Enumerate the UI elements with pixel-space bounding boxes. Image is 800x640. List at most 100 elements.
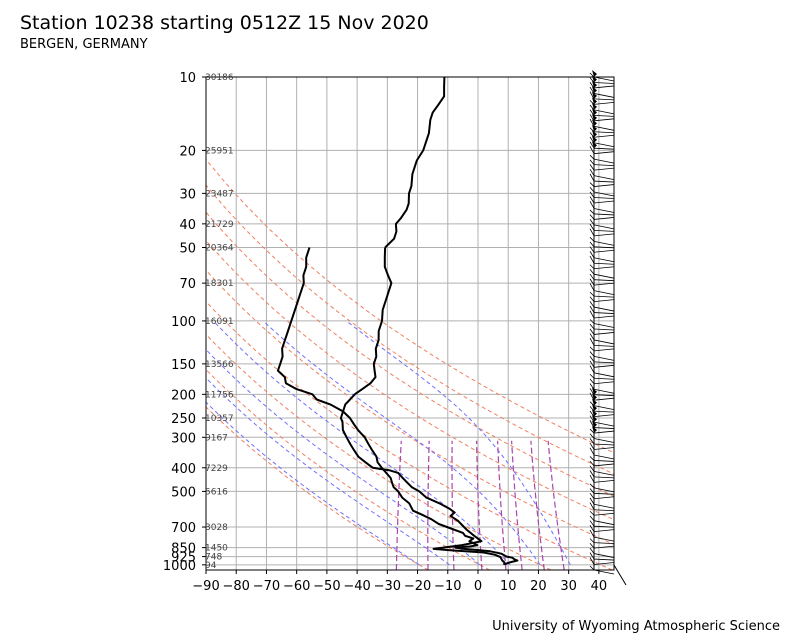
wind-barb xyxy=(593,257,615,263)
wind-barb-feather xyxy=(589,488,595,494)
wind-barb-feather xyxy=(589,492,595,500)
wind-barb xyxy=(593,542,615,545)
wind-barb xyxy=(593,158,615,164)
wind-barb-feather xyxy=(589,251,595,258)
wind-barb-feather xyxy=(589,447,595,456)
wind-barb-feather xyxy=(589,525,595,532)
wind-barb-tail xyxy=(613,564,627,586)
wind-barb-feather xyxy=(589,104,595,111)
wind-barb-feather xyxy=(589,173,595,182)
wind-barb xyxy=(593,295,615,298)
wind-barb xyxy=(593,562,615,565)
dry-adiabat xyxy=(206,184,614,475)
wind-barb xyxy=(593,355,615,361)
wind-barb-feather xyxy=(589,91,595,100)
wind-barb xyxy=(593,372,615,378)
height-label: 30186 xyxy=(205,73,234,83)
wind-barb-feather xyxy=(589,186,595,193)
moist-adiabat xyxy=(346,320,571,566)
wind-barb-flag xyxy=(592,404,597,412)
wind-barb-feather xyxy=(589,483,595,489)
wind-barb xyxy=(593,512,615,516)
wind-barb-feather xyxy=(589,552,595,560)
wind-barb xyxy=(593,200,615,204)
x-tick-label: 0 xyxy=(474,579,482,594)
wind-barb-feather xyxy=(589,196,595,204)
wind-barb-feather xyxy=(589,191,595,198)
wind-barb xyxy=(593,463,615,467)
y-tick-label: 40 xyxy=(179,218,196,233)
wind-barb-feather xyxy=(589,465,595,472)
wind-barb xyxy=(593,151,615,155)
wind-barb xyxy=(593,545,615,549)
wind-barb xyxy=(593,447,615,450)
wind-barb xyxy=(593,323,615,328)
wind-barb xyxy=(593,509,615,512)
y-tick-label: 20 xyxy=(179,144,196,159)
wind-barb-feather xyxy=(589,154,595,160)
wind-barb-feather xyxy=(589,378,595,385)
wind-barb-feather xyxy=(589,283,595,291)
wind-barb-flag xyxy=(592,97,597,105)
wind-barb xyxy=(593,364,615,368)
height-label: 5616 xyxy=(205,487,228,497)
dry-adiabat xyxy=(206,300,613,570)
y-tick-label: 30 xyxy=(179,187,196,202)
wind-barb-flag xyxy=(592,108,597,116)
wind-barb-feather xyxy=(589,338,595,346)
wind-barb xyxy=(593,377,615,380)
x-tick-label: −60 xyxy=(283,579,310,594)
wind-barb-feather xyxy=(589,474,595,483)
wind-barb xyxy=(593,217,615,220)
x-tick-label: 10 xyxy=(500,579,517,594)
wind-barb-feather xyxy=(589,159,595,165)
wind-barb-feather xyxy=(589,543,595,549)
wind-barb xyxy=(593,101,615,105)
y-tick-label: 300 xyxy=(171,431,196,446)
height-label: 25951 xyxy=(205,146,234,156)
wind-barb-flag xyxy=(592,70,597,77)
wind-barb-feather xyxy=(589,305,595,313)
wind-barb-feather xyxy=(589,520,595,527)
wind-barb-feather xyxy=(589,109,595,116)
wind-barb xyxy=(593,240,615,246)
y-tick-label: 400 xyxy=(171,462,196,477)
height-label: 13566 xyxy=(205,360,234,370)
dry-adiabat xyxy=(206,239,614,521)
wind-barb-flag xyxy=(592,113,597,121)
wind-barb xyxy=(593,142,615,148)
moist-adiabat xyxy=(206,401,420,566)
wind-barb-feather xyxy=(589,301,595,308)
wind-barb xyxy=(593,558,615,561)
wind-barb-feather xyxy=(589,114,595,122)
wind-barb xyxy=(593,191,615,197)
wind-barb xyxy=(593,262,615,265)
wind-barb-flag xyxy=(592,80,597,88)
wind-barb xyxy=(593,233,615,237)
mixing-ratio-line xyxy=(476,440,483,570)
wind-barb-feather xyxy=(589,72,595,78)
wind-barb xyxy=(593,164,615,167)
wind-barb xyxy=(593,266,615,270)
wind-barb-flag xyxy=(592,409,597,417)
wind-barb-flag xyxy=(592,91,597,99)
wind-barb-feather xyxy=(589,118,595,127)
x-tick-label: −90 xyxy=(192,579,219,594)
wind-barb xyxy=(593,328,615,331)
wind-barb xyxy=(593,175,615,180)
wind-barb-feather xyxy=(589,438,595,445)
wind-barb-feather xyxy=(589,164,595,171)
wind-barb xyxy=(593,438,615,443)
height-label: 94 xyxy=(205,561,217,571)
wind-barb xyxy=(593,414,615,418)
y-tick-label: 500 xyxy=(171,485,196,500)
wind-barb xyxy=(593,93,615,98)
height-label: 11756 xyxy=(205,390,234,400)
wind-barb xyxy=(593,109,615,115)
wind-barb xyxy=(593,76,615,82)
wind-barb xyxy=(593,388,615,394)
wind-barb xyxy=(593,131,615,134)
mixing-ratio-line xyxy=(530,440,545,570)
mixing-ratio-line xyxy=(547,440,565,570)
wind-barb-flag xyxy=(592,119,597,127)
